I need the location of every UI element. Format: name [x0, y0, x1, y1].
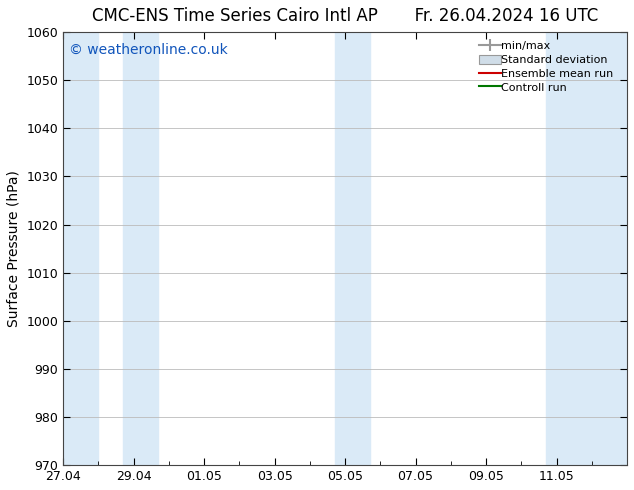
Bar	[123, 32, 158, 465]
Bar	[335, 32, 370, 465]
Legend: min/max, Standard deviation, Ensemble mean run, Controll run: min/max, Standard deviation, Ensemble me…	[476, 38, 621, 96]
Bar	[546, 32, 627, 465]
Text: © weatheronline.co.uk: © weatheronline.co.uk	[69, 43, 228, 57]
Bar	[63, 32, 98, 465]
Y-axis label: Surface Pressure (hPa): Surface Pressure (hPa)	[7, 170, 21, 327]
Title: CMC-ENS Time Series Cairo Intl AP       Fr. 26.04.2024 16 UTC: CMC-ENS Time Series Cairo Intl AP Fr. 26…	[92, 7, 598, 25]
